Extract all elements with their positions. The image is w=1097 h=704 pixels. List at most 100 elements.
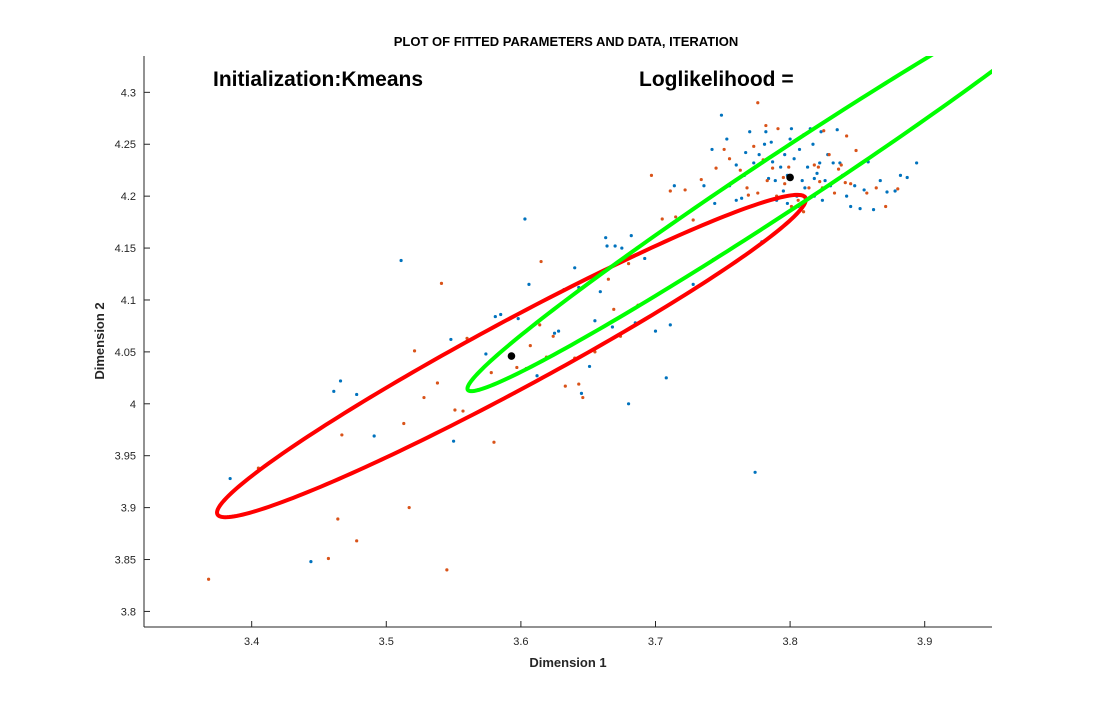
y-tick-label: 3.9 xyxy=(121,503,136,515)
ellipse-center-marker xyxy=(507,352,516,360)
data-point xyxy=(691,282,695,286)
data-point xyxy=(849,182,853,186)
data-point xyxy=(905,175,909,180)
data-point xyxy=(556,329,561,333)
data-point xyxy=(862,188,866,192)
data-point xyxy=(849,204,853,209)
data-point xyxy=(355,392,359,397)
data-point xyxy=(773,178,777,183)
data-point xyxy=(653,329,658,333)
data-point xyxy=(563,384,567,388)
data-point xyxy=(740,196,744,200)
ellipse-centers xyxy=(507,173,794,360)
data-point xyxy=(722,147,726,152)
data-point xyxy=(785,201,790,206)
data-point xyxy=(764,123,768,128)
data-point xyxy=(484,352,488,356)
x-axis-label: Dimension 1 xyxy=(529,655,606,670)
y-tick-label: 4.3 xyxy=(121,87,136,99)
data-point xyxy=(649,173,654,177)
x-tick-label: 3.8 xyxy=(782,636,797,648)
data-point xyxy=(788,137,792,141)
data-point xyxy=(753,470,757,474)
data-point xyxy=(843,181,847,185)
data-point xyxy=(787,165,791,169)
data-point xyxy=(523,217,527,221)
data-point xyxy=(820,198,825,202)
y-tick-label: 4.25 xyxy=(115,139,136,151)
data-point xyxy=(643,256,647,261)
fitted-ellipses xyxy=(215,56,992,520)
data-point xyxy=(499,312,503,317)
data-point xyxy=(610,325,615,329)
y-tick-label: 4.1 xyxy=(121,295,136,307)
data-point xyxy=(874,186,878,190)
data-point xyxy=(727,157,732,161)
data-point xyxy=(516,317,520,321)
data-point xyxy=(769,140,773,144)
data-point xyxy=(449,337,453,342)
data-point xyxy=(854,148,858,153)
data-point xyxy=(604,236,608,240)
data-point xyxy=(898,173,903,177)
data-point xyxy=(606,277,610,281)
data-point xyxy=(800,178,804,183)
data-point xyxy=(710,147,714,152)
data-point xyxy=(605,244,609,248)
data-point xyxy=(781,175,785,180)
data-point xyxy=(816,165,820,169)
data-point xyxy=(412,349,417,353)
data-point xyxy=(699,177,703,182)
data-point xyxy=(539,259,543,264)
data-point xyxy=(660,217,664,221)
x-tick-label: 3.5 xyxy=(379,636,394,648)
data-point xyxy=(629,234,633,238)
data-point xyxy=(399,258,403,263)
chart-title: PLOT OF FITTED PARAMETERS AND DATA, ITER… xyxy=(394,34,738,49)
data-point xyxy=(752,144,756,148)
data-point xyxy=(835,128,839,132)
data-point xyxy=(776,127,780,131)
data-point xyxy=(757,153,761,157)
data-point xyxy=(207,577,211,581)
fitted-ellipse xyxy=(465,56,992,394)
data-point xyxy=(528,344,532,348)
data-point xyxy=(407,506,411,510)
y-tick-label: 4.15 xyxy=(115,243,136,255)
data-point xyxy=(748,130,752,134)
y-tick-label: 4 xyxy=(130,399,136,411)
data-point xyxy=(422,395,426,400)
data-point xyxy=(845,134,849,138)
data-point xyxy=(725,137,729,141)
data-point xyxy=(332,389,336,393)
data-point xyxy=(668,189,672,193)
data-point xyxy=(355,539,359,543)
data-point xyxy=(620,246,624,250)
data-points xyxy=(207,101,919,581)
data-point xyxy=(819,130,823,134)
data-point xyxy=(783,182,787,186)
data-point xyxy=(792,157,796,161)
ellipse-center-marker xyxy=(786,173,794,182)
data-point xyxy=(577,382,581,386)
data-point xyxy=(579,391,584,396)
data-point xyxy=(764,130,768,134)
data-point xyxy=(832,191,837,195)
y-axis-label: Dimension 2 xyxy=(92,302,107,379)
data-point xyxy=(702,184,706,188)
data-point xyxy=(796,198,800,202)
y-tick-label: 3.95 xyxy=(115,451,136,463)
data-point xyxy=(613,244,617,248)
data-point xyxy=(734,163,738,167)
data-point xyxy=(839,163,843,167)
data-point xyxy=(674,215,678,219)
data-point xyxy=(878,178,882,183)
data-point xyxy=(489,371,493,375)
data-point xyxy=(756,191,760,195)
data-point xyxy=(626,262,631,266)
y-tick-label: 3.8 xyxy=(121,606,136,618)
data-point xyxy=(598,290,602,294)
data-point xyxy=(885,190,889,194)
data-point xyxy=(797,147,802,152)
